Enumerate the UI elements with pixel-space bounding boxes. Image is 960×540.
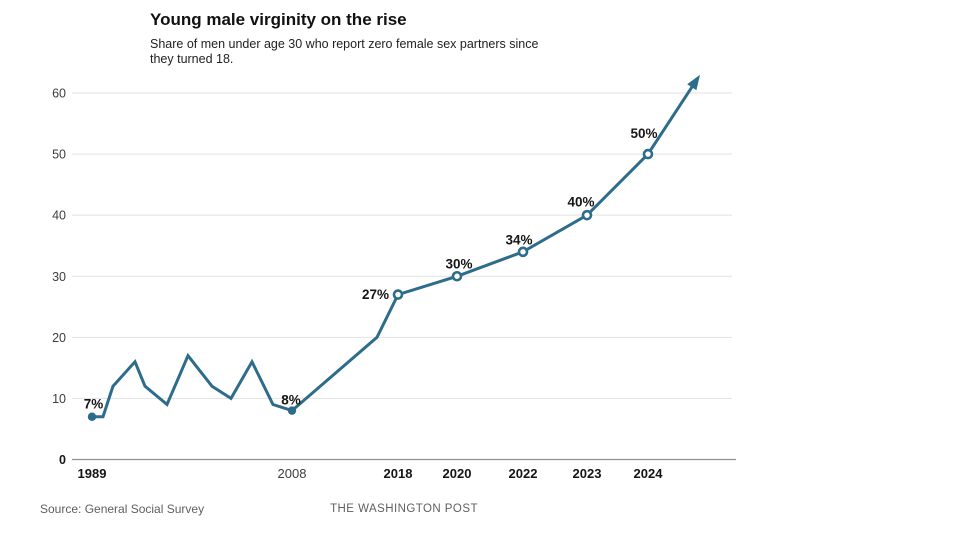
x-tick-label: 2008	[278, 466, 307, 481]
y-tick-label: 60	[52, 87, 66, 101]
x-tick-label: 1989	[78, 466, 107, 481]
x-tick-label: 2018	[384, 466, 413, 481]
source-note: Source: General Social Survey	[40, 502, 205, 516]
data-point-open	[642, 148, 654, 160]
x-tick-label: 2022	[509, 466, 538, 481]
data-point-open	[581, 209, 593, 221]
data-point-open	[392, 289, 404, 300]
y-tick-label: 50	[52, 148, 66, 162]
data-label: 8%	[281, 393, 301, 408]
y-tick-label: 20	[52, 331, 66, 345]
chart-title: Young male virginity on the rise	[150, 10, 407, 29]
chart-subtitle-line-2: they turned 18.	[150, 52, 234, 66]
data-point-open	[451, 270, 463, 282]
data-label: 7%	[84, 397, 104, 412]
y-tick-label: 0	[59, 453, 66, 467]
chart-subtitle: Share of men under age 30 who report zer…	[150, 37, 580, 67]
data-point-dot	[287, 406, 297, 415]
arrowhead	[687, 74, 700, 91]
data-label: 40%	[567, 195, 594, 210]
chart-header: Young male virginity on the rise Share o…	[150, 10, 580, 67]
publisher-credit: THE WASHINGTON POST	[330, 503, 478, 515]
x-tick-label: 2023	[573, 466, 602, 481]
data-point-open	[517, 246, 529, 258]
chart-subtitle-line-1: Share of men under age 30 who report zer…	[150, 37, 539, 51]
x-tick-label: 2020	[443, 466, 472, 481]
data-label: 34%	[505, 232, 532, 247]
y-tick-label: 30	[52, 270, 66, 284]
y-tick-label: 40	[52, 209, 66, 223]
data-label: 27%	[362, 287, 389, 302]
data-point-dot	[87, 412, 97, 421]
trend-line	[90, 80, 697, 419]
y-tick-label: 10	[52, 392, 66, 406]
x-tick-label: 2024	[634, 466, 664, 481]
data-label: 50%	[630, 126, 657, 141]
data-label: 30%	[445, 256, 472, 271]
